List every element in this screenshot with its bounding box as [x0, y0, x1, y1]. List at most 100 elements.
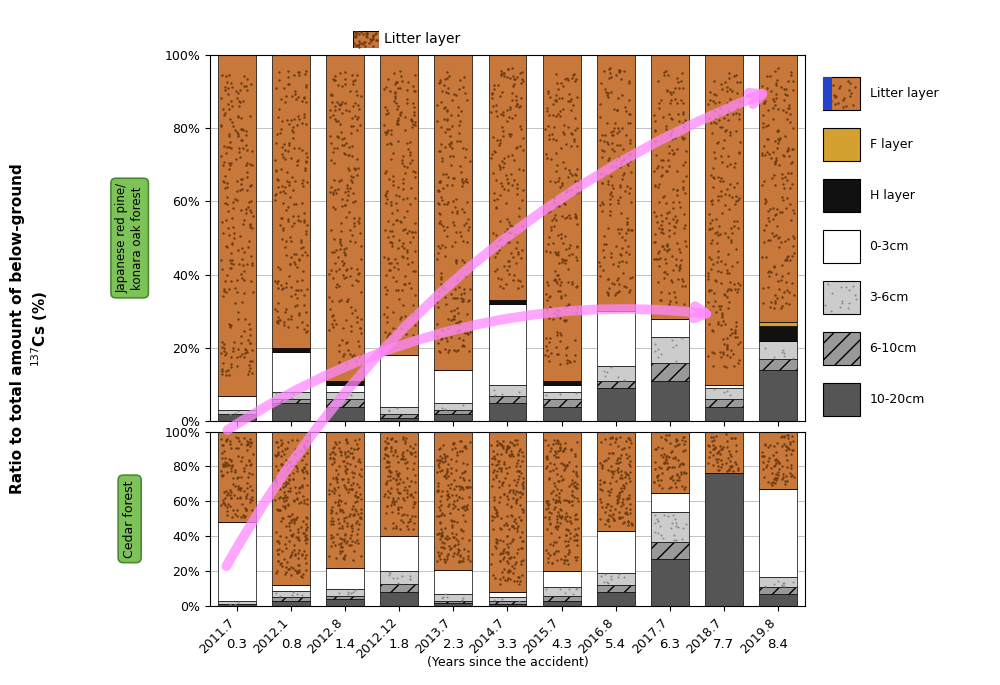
Point: [230, 129, 246, 140]
Point: [568, 282, 584, 292]
Point: [282, 232, 298, 242]
Point: [615, 267, 631, 278]
Point: [550, 452, 566, 463]
Point: [490, 79, 506, 90]
Point: [241, 467, 257, 478]
Point: [220, 82, 236, 93]
Point: [659, 239, 675, 250]
Point: [455, 82, 471, 92]
Point: [219, 242, 235, 253]
Point: [500, 567, 516, 578]
Point: [612, 472, 628, 483]
Point: [222, 320, 238, 331]
Point: [239, 488, 255, 499]
Point: [380, 450, 396, 461]
Point: [434, 486, 450, 497]
Point: [267, 195, 283, 206]
Point: [554, 510, 570, 521]
Point: [647, 527, 663, 538]
Point: [551, 257, 567, 268]
Point: [337, 66, 353, 77]
Point: [286, 199, 302, 210]
Point: [283, 153, 299, 164]
Point: [329, 528, 345, 539]
Point: [611, 64, 627, 75]
Point: [538, 333, 554, 344]
Point: [377, 449, 393, 460]
Point: [434, 530, 450, 540]
Point: [553, 77, 569, 88]
Point: [440, 88, 456, 99]
Point: [550, 229, 566, 240]
Point: [386, 68, 402, 79]
Point: [496, 260, 512, 271]
Point: [549, 522, 565, 533]
Point: [722, 93, 738, 104]
Point: [676, 223, 692, 234]
Point: [439, 489, 455, 500]
Point: [758, 196, 774, 207]
Point: [592, 260, 608, 271]
Point: [778, 297, 794, 308]
Point: [216, 345, 232, 356]
Point: [434, 526, 450, 537]
Bar: [489, 597, 526, 601]
Point: [605, 509, 621, 520]
Point: [443, 314, 459, 325]
Point: [842, 77, 858, 88]
Point: [440, 458, 456, 469]
Point: [377, 127, 393, 138]
Point: [333, 542, 349, 553]
Point: [389, 204, 405, 215]
Point: [555, 238, 571, 249]
Point: [390, 492, 406, 503]
Point: [289, 262, 305, 273]
Point: [732, 96, 748, 107]
Point: [667, 451, 683, 462]
Point: [383, 329, 399, 340]
Point: [646, 477, 662, 488]
Point: [508, 100, 524, 111]
Point: [492, 91, 508, 102]
Point: [730, 462, 746, 473]
Point: [339, 521, 355, 532]
Point: [242, 219, 258, 229]
Point: [611, 257, 627, 268]
Point: [487, 390, 503, 401]
Point: [278, 494, 294, 505]
Point: [352, 512, 368, 523]
Point: [280, 436, 296, 447]
Point: [552, 279, 568, 290]
Point: [538, 545, 554, 556]
Point: [785, 205, 801, 216]
Point: [650, 475, 666, 486]
Point: [378, 270, 394, 281]
Point: [608, 458, 624, 469]
Bar: [380, 536, 418, 571]
Point: [289, 493, 305, 503]
Point: [548, 438, 564, 449]
Point: [330, 116, 346, 127]
Point: [348, 39, 364, 50]
Point: [512, 492, 528, 503]
Point: [276, 448, 292, 459]
Point: [345, 510, 361, 521]
Point: [243, 196, 259, 207]
Point: [556, 554, 572, 565]
Point: [341, 510, 357, 521]
Point: [676, 483, 692, 494]
Point: [436, 80, 452, 91]
Point: [769, 292, 785, 303]
Point: [405, 98, 421, 109]
Point: [215, 290, 231, 301]
Point: [543, 153, 559, 164]
Point: [444, 121, 460, 132]
Point: [513, 542, 529, 553]
Point: [492, 190, 508, 201]
Point: [502, 451, 518, 462]
Point: [346, 508, 362, 519]
Point: [559, 211, 575, 222]
Bar: [543, 432, 581, 571]
Point: [756, 451, 772, 462]
Point: [294, 455, 310, 466]
